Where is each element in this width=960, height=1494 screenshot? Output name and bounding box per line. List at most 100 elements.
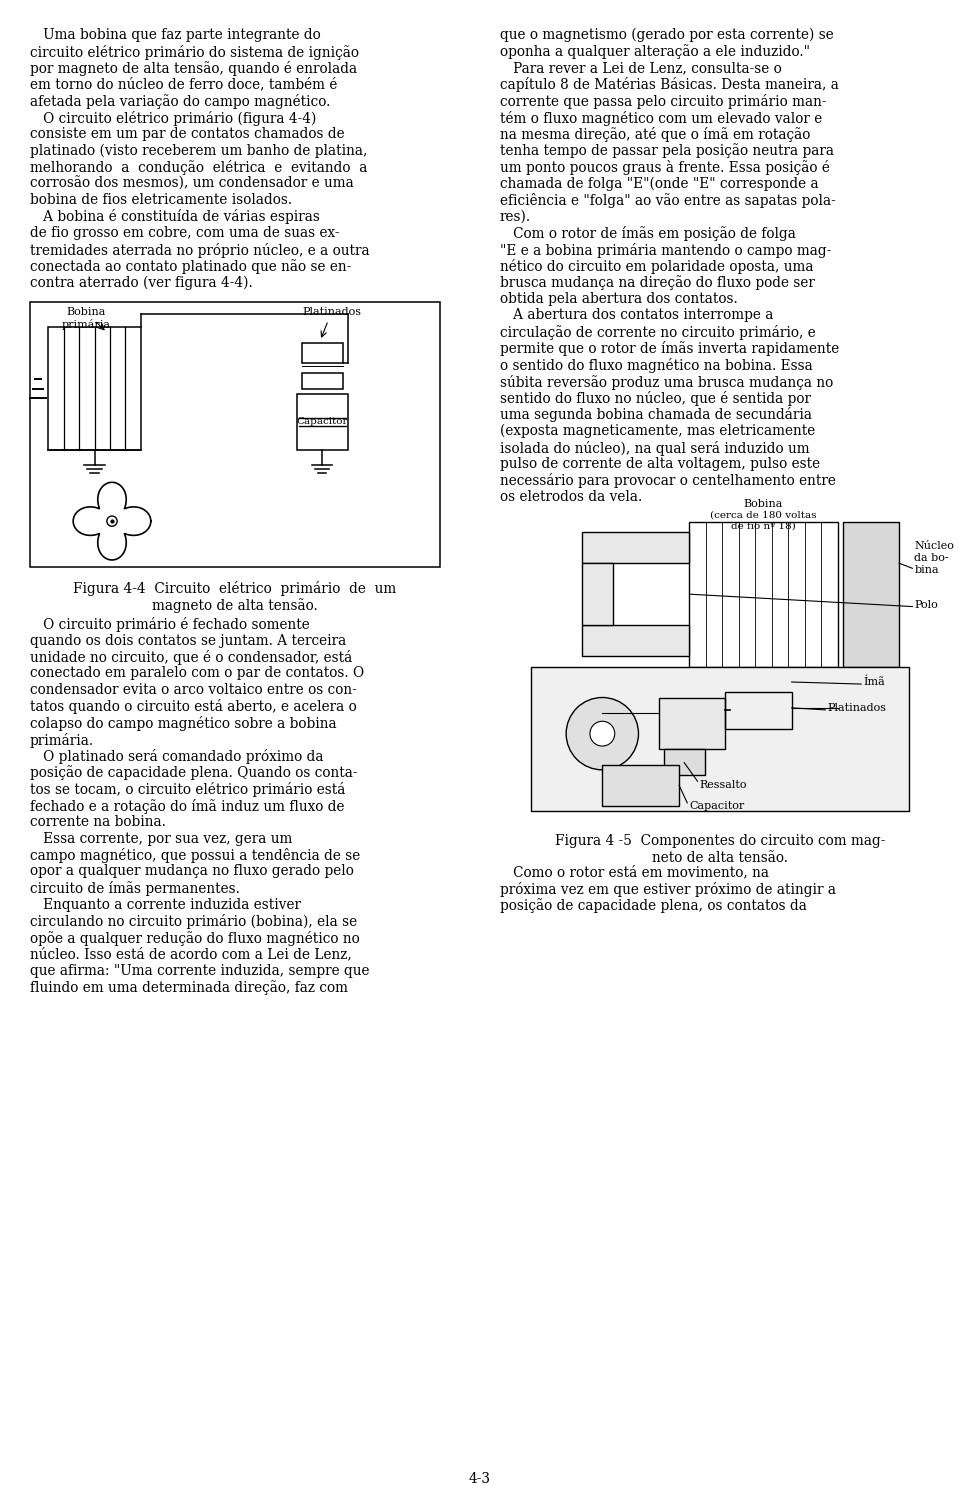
Text: (exposta magneticamente, mas eletricamente: (exposta magneticamente, mas eletricamen…	[500, 424, 815, 438]
Text: os eletrodos da vela.: os eletrodos da vela.	[500, 490, 642, 503]
Text: colapso do campo magnético sobre a bobina: colapso do campo magnético sobre a bobin…	[30, 716, 337, 731]
Text: súbita reversão produz uma brusca mudança no: súbita reversão produz uma brusca mudanç…	[500, 375, 833, 390]
Text: corrente que passa pelo circuito primário man-: corrente que passa pelo circuito primári…	[500, 94, 827, 109]
Text: de fio grosso em cobre, com uma de suas ex-: de fio grosso em cobre, com uma de suas …	[30, 226, 340, 241]
Circle shape	[566, 698, 638, 769]
Bar	[582, 532, 689, 563]
Text: capítulo 8 de Matérias Básicas. Desta maneira, a: capítulo 8 de Matérias Básicas. Desta ma…	[500, 78, 839, 93]
Text: A bobina é constituída de várias espiras: A bobina é constituída de várias espiras	[30, 209, 320, 224]
Text: (cerca de 180 voltas: (cerca de 180 voltas	[709, 511, 816, 520]
Bar	[301, 342, 343, 363]
Text: por magneto de alta tensão, quando é enrolada: por magneto de alta tensão, quando é enr…	[30, 61, 357, 76]
Text: unidade no circuito, que é o condensador, está: unidade no circuito, que é o condensador…	[30, 650, 352, 665]
Text: consiste em um par de contatos chamados de: consiste em um par de contatos chamados …	[30, 127, 345, 140]
Text: melhorando  a  condução  elétrica  e  evitando  a: melhorando a condução elétrica e evitand…	[30, 160, 368, 175]
Text: Polo: Polo	[915, 599, 938, 610]
Text: Capacitor: Capacitor	[297, 417, 348, 426]
Text: platinado (visto receberem um banho de platina,: platinado (visto receberem um banho de p…	[30, 143, 368, 158]
Text: o sentido do fluxo magnético na bobina. Essa: o sentido do fluxo magnético na bobina. …	[500, 359, 813, 374]
Text: fechado e a rotação do ímã induz um fluxo de: fechado e a rotação do ímã induz um flux…	[30, 798, 345, 814]
Bar	[602, 765, 679, 805]
Text: brusca mudança na direção do fluxo pode ser: brusca mudança na direção do fluxo pode …	[500, 275, 815, 290]
Text: Enquanto a corrente induzida estiver: Enquanto a corrente induzida estiver	[30, 898, 301, 911]
Text: opõe a qualquer redução do fluxo magnético no: opõe a qualquer redução do fluxo magnéti…	[30, 931, 360, 946]
Bar	[301, 374, 343, 388]
Text: em torno do núcleo de ferro doce, também é: em torno do núcleo de ferro doce, também…	[30, 78, 337, 91]
Text: na mesma direção, até que o ímã em rotação: na mesma direção, até que o ímã em rotaç…	[500, 127, 810, 142]
Text: conectada ao contato platinado que não se en-: conectada ao contato platinado que não s…	[30, 258, 351, 273]
Text: O circuito elétrico primário (figura 4-4): O circuito elétrico primário (figura 4-4…	[30, 111, 317, 125]
Text: "E e a bobina primária mantendo o campo mag-: "E e a bobina primária mantendo o campo …	[500, 242, 831, 257]
Text: oponha a qualquer alteração a ele induzido.": oponha a qualquer alteração a ele induzi…	[500, 45, 810, 60]
Bar	[30, 302, 440, 568]
Text: circuito de ímãs permanentes.: circuito de ímãs permanentes.	[30, 881, 240, 896]
Text: núcleo. Isso está de acordo com a Lei de Lenz,: núcleo. Isso está de acordo com a Lei de…	[30, 947, 351, 961]
Text: conectado em paralelo com o par de contatos. O: conectado em paralelo com o par de conta…	[30, 666, 364, 680]
Text: pulso de corrente de alta voltagem, pulso este: pulso de corrente de alta voltagem, puls…	[500, 457, 820, 471]
Text: tatos quando o circuito está aberto, e acelera o: tatos quando o circuito está aberto, e a…	[30, 699, 357, 714]
Bar	[531, 666, 909, 811]
Text: bobina de fios eletricamente isolados.: bobina de fios eletricamente isolados.	[30, 193, 292, 208]
Text: de fio nº 18): de fio nº 18)	[731, 521, 795, 530]
Text: quando os dois contatos se juntam. A terceira: quando os dois contatos se juntam. A ter…	[30, 633, 347, 647]
Bar	[582, 624, 689, 656]
Text: campo magnético, que possui a tendência de se: campo magnético, que possui a tendência …	[30, 849, 360, 864]
Text: condensador evita o arco voltaico entre os con-: condensador evita o arco voltaico entre …	[30, 683, 357, 698]
Text: Ímã: Ímã	[863, 677, 885, 687]
Text: tenha tempo de passar pela posição neutra para: tenha tempo de passar pela posição neutr…	[500, 143, 834, 158]
Text: Capacitor: Capacitor	[689, 801, 745, 811]
Text: que afirma: "Uma corrente induzida, sempre que: que afirma: "Uma corrente induzida, semp…	[30, 964, 370, 977]
Text: tém o fluxo magnético com um elevado valor e: tém o fluxo magnético com um elevado val…	[500, 111, 823, 125]
Text: obtida pela abertura dos contatos.: obtida pela abertura dos contatos.	[500, 291, 737, 306]
Text: corrosão dos mesmos), um condensador e uma: corrosão dos mesmos), um condensador e u…	[30, 176, 353, 191]
Text: Platinados: Platinados	[828, 702, 886, 713]
Text: Platinados: Platinados	[302, 308, 362, 317]
Bar	[725, 692, 792, 729]
Text: chamada de folga "E"(onde "E" corresponde a: chamada de folga "E"(onde "E" correspond…	[500, 176, 819, 191]
Text: opor a qualquer mudança no fluxo gerado pelo: opor a qualquer mudança no fluxo gerado …	[30, 865, 354, 878]
Text: primária.: primária.	[30, 732, 94, 747]
Text: tremidades aterrada no próprio núcleo, e a outra: tremidades aterrada no próprio núcleo, e…	[30, 242, 370, 257]
Text: nético do circuito em polaridade oposta, uma: nético do circuito em polaridade oposta,…	[500, 258, 813, 273]
Bar	[297, 394, 348, 450]
Bar	[582, 563, 612, 624]
Text: contra aterrado (ver figura 4-4).: contra aterrado (ver figura 4-4).	[30, 275, 252, 290]
Text: eficiência e "folga" ao vão entre as sapatas pola-: eficiência e "folga" ao vão entre as sap…	[500, 193, 836, 208]
Text: Como o rotor está em movimento, na: Como o rotor está em movimento, na	[500, 865, 769, 880]
Text: Bobina
primária: Bobina primária	[61, 308, 110, 330]
Text: Uma bobina que faz parte integrante do: Uma bobina que faz parte integrante do	[30, 28, 321, 42]
Text: afetada pela variação do campo magnético.: afetada pela variação do campo magnético…	[30, 94, 330, 109]
Text: Para rever a Lei de Lenz, consulta-se o: Para rever a Lei de Lenz, consulta-se o	[500, 61, 781, 75]
Text: res).: res).	[500, 209, 531, 224]
Circle shape	[590, 722, 614, 746]
Text: circulação de corrente no circuito primário, e: circulação de corrente no circuito primá…	[500, 326, 816, 341]
Text: circulando no circuito primário (bobina), ela se: circulando no circuito primário (bobina)…	[30, 914, 357, 929]
Text: O circuito primário é fechado somente: O circuito primário é fechado somente	[30, 617, 310, 632]
Text: próxima vez em que estiver próximo de atingir a: próxima vez em que estiver próximo de at…	[500, 881, 836, 896]
Bar	[689, 521, 838, 666]
Text: fluindo em uma determinada direção, faz com: fluindo em uma determinada direção, faz …	[30, 980, 348, 995]
Text: Com o rotor de ímãs em posição de folga: Com o rotor de ímãs em posição de folga	[500, 226, 796, 241]
Text: posição de capacidade plena, os contatos da: posição de capacidade plena, os contatos…	[500, 898, 806, 913]
Text: uma segunda bobina chamada de secundária: uma segunda bobina chamada de secundária	[500, 408, 812, 423]
Text: O platinado será comandado próximo da: O platinado será comandado próximo da	[30, 748, 324, 763]
Text: sentido do fluxo no núcleo, que é sentida por: sentido do fluxo no núcleo, que é sentid…	[500, 391, 811, 406]
Text: Núcleo
da bo-
bina: Núcleo da bo- bina	[915, 541, 954, 575]
Text: Figura 4-4  Circuito  elétrico  primário  de  um: Figura 4-4 Circuito elétrico primário de…	[73, 581, 396, 596]
Text: Figura 4 -5  Componentes do circuito com mag-: Figura 4 -5 Componentes do circuito com …	[555, 834, 885, 847]
Text: um ponto poucos graus à frente. Essa posição é: um ponto poucos graus à frente. Essa pos…	[500, 160, 829, 175]
Text: circuito elétrico primário do sistema de ignição: circuito elétrico primário do sistema de…	[30, 45, 359, 60]
Text: necessário para provocar o centelhamento entre: necessário para provocar o centelhamento…	[500, 474, 836, 489]
Text: permite que o rotor de ímãs inverta rapidamente: permite que o rotor de ímãs inverta rapi…	[500, 342, 839, 357]
Text: tos se tocam, o circuito elétrico primário está: tos se tocam, o circuito elétrico primár…	[30, 781, 346, 796]
Bar	[48, 327, 141, 450]
Text: magneto de alta tensão.: magneto de alta tensão.	[152, 598, 318, 613]
Text: Essa corrente, por sua vez, gera um: Essa corrente, por sua vez, gera um	[30, 832, 293, 846]
Text: Bobina: Bobina	[743, 499, 782, 509]
Text: 4-3: 4-3	[469, 1472, 491, 1487]
Text: A abertura dos contatos interrompe a: A abertura dos contatos interrompe a	[500, 308, 774, 323]
Text: isolada do núcleo), na qual será induzido um: isolada do núcleo), na qual será induzid…	[500, 441, 809, 456]
Bar	[843, 521, 900, 666]
Bar	[663, 748, 705, 775]
Circle shape	[107, 515, 117, 526]
